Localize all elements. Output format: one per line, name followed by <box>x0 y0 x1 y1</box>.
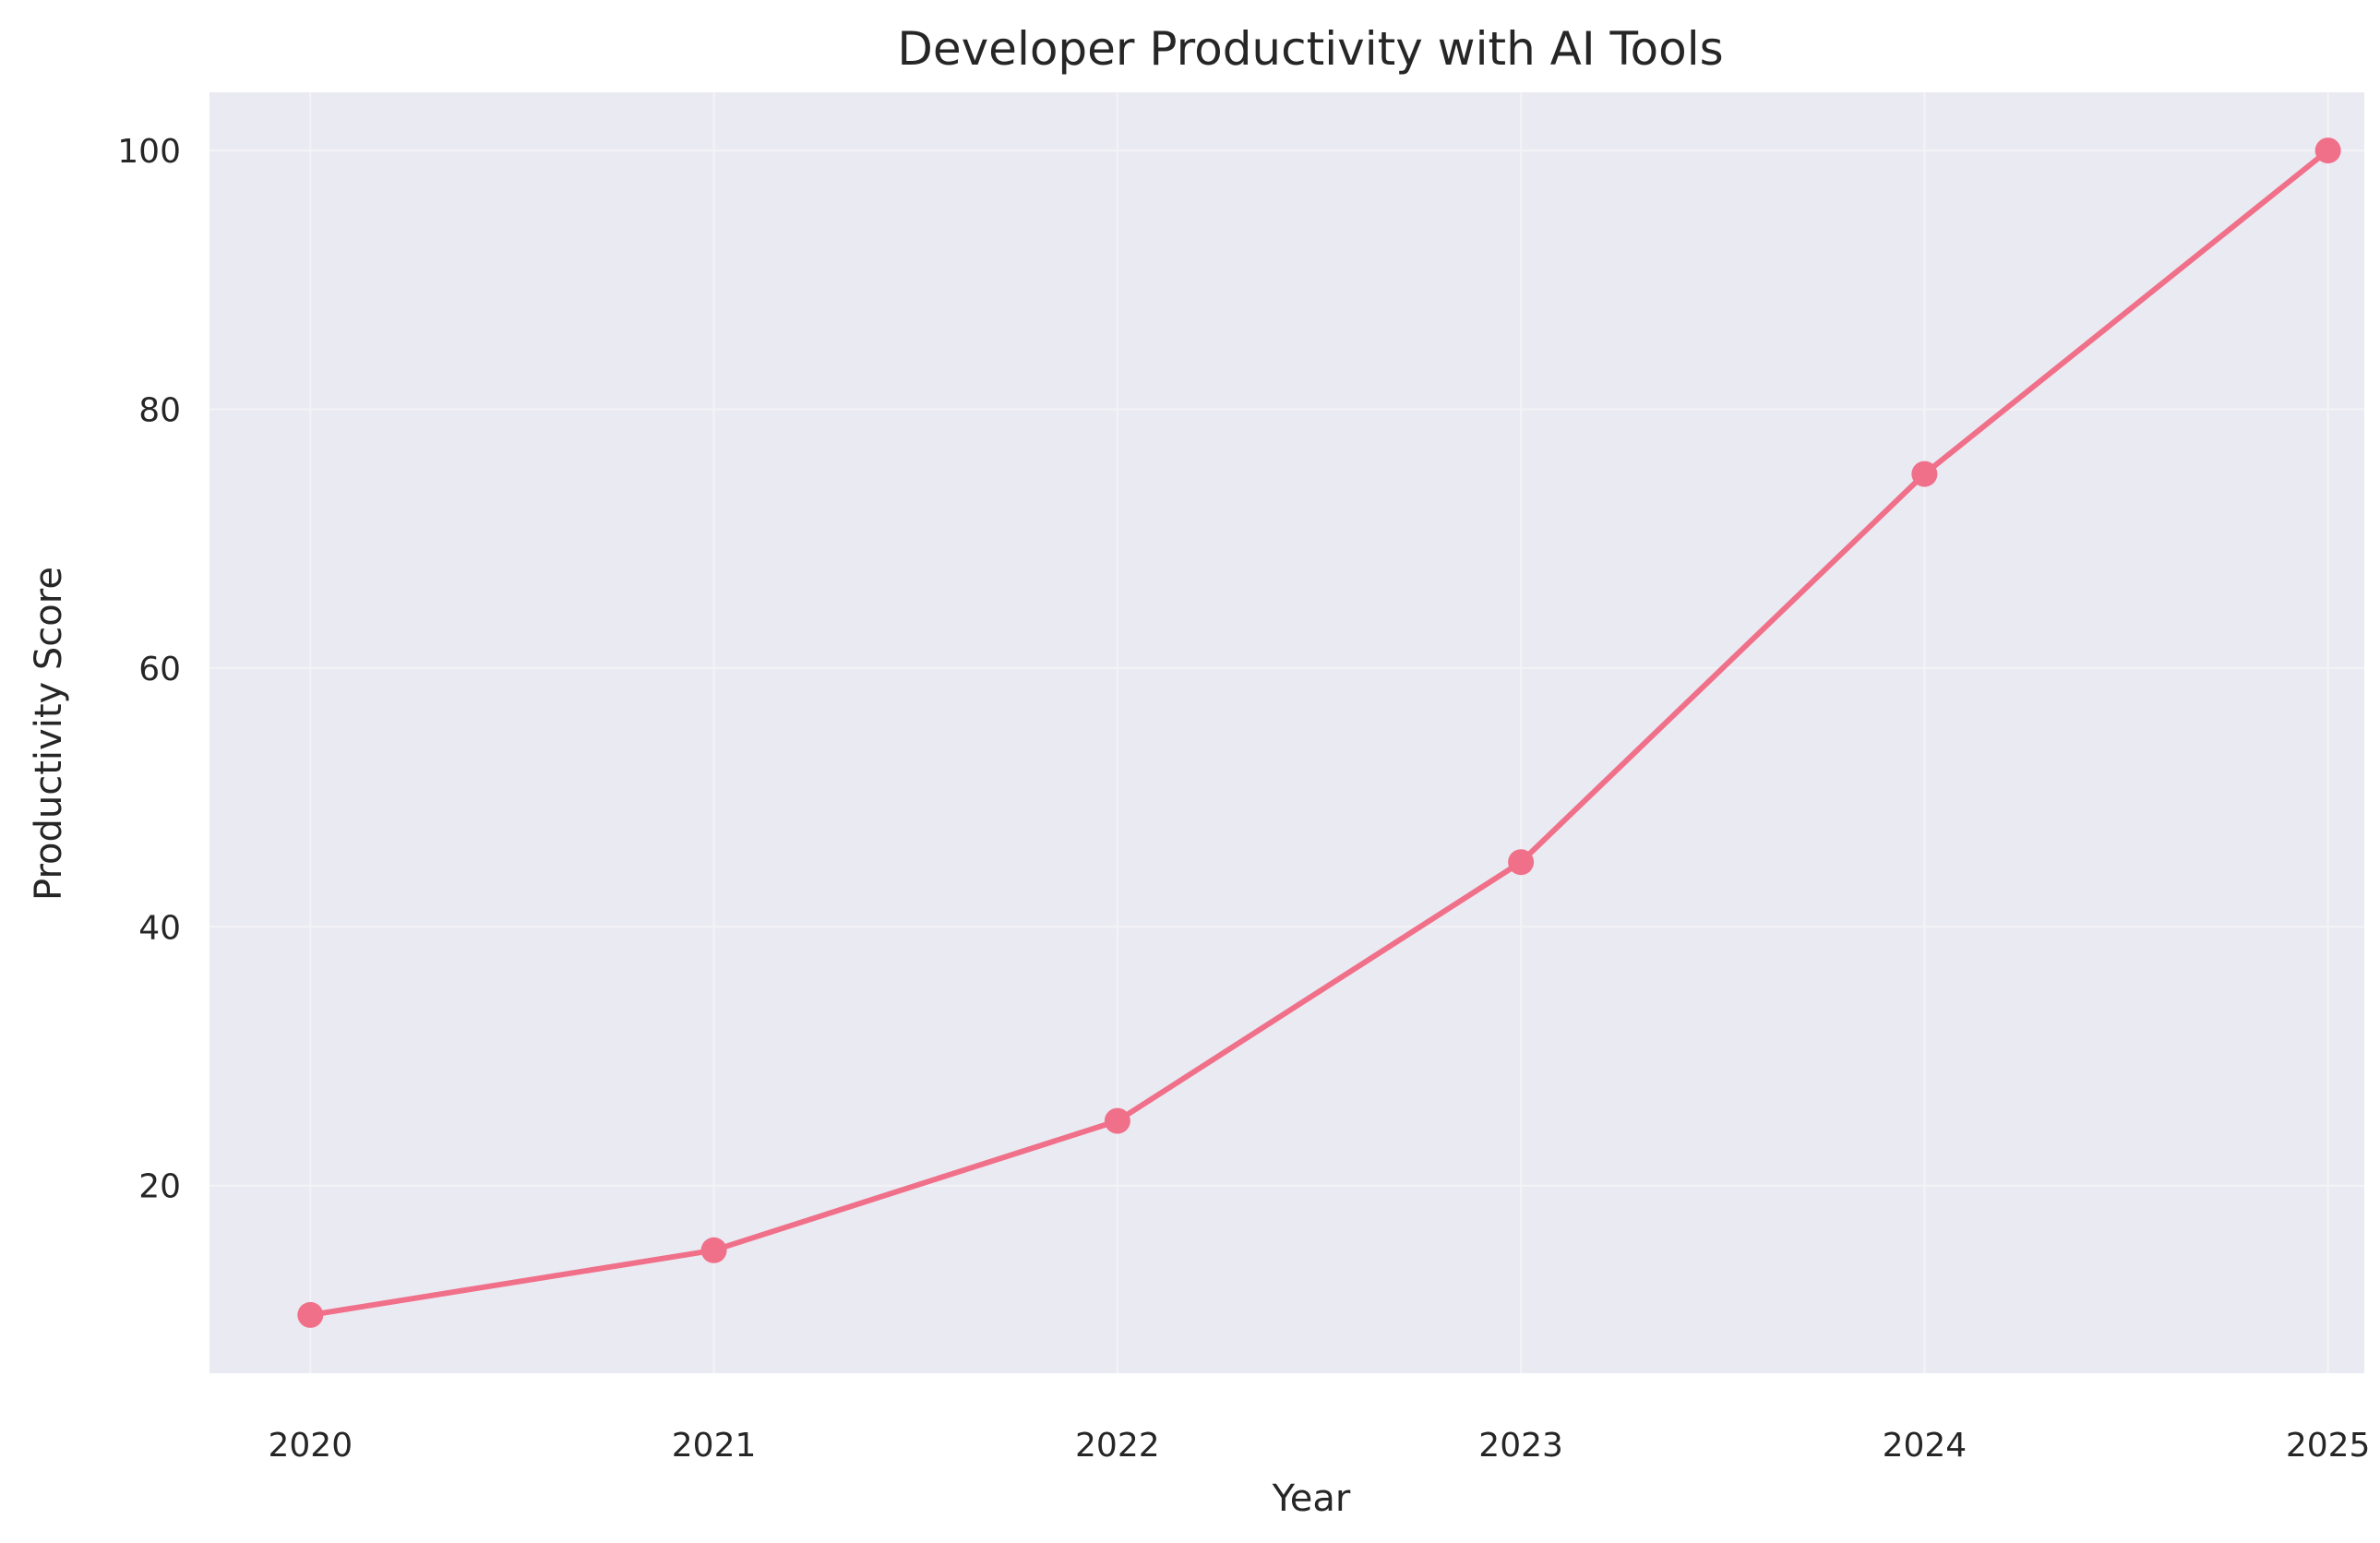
y-tick-label: 100 <box>117 133 181 171</box>
data-point <box>297 1301 324 1328</box>
plot-area <box>209 92 2364 1373</box>
series-line <box>307 148 2331 1318</box>
x-axis-label: Year <box>1272 1477 1351 1520</box>
chart-title: Developer Productivity with AI Tools <box>897 22 1723 76</box>
y-tick-label: 20 <box>138 1168 181 1206</box>
data-point <box>2314 138 2341 164</box>
data-point <box>1911 461 1938 487</box>
data-point <box>700 1237 727 1263</box>
y-tick-label: 80 <box>138 391 181 429</box>
x-tick-label: 2021 <box>672 1427 757 1465</box>
series-layer <box>297 138 2341 1328</box>
y-tick-label: 60 <box>138 651 181 688</box>
y-axis-label: Productivity Score <box>28 567 70 901</box>
x-tick-label: 2025 <box>2286 1427 2371 1465</box>
y-tick-label: 40 <box>138 909 181 947</box>
x-tick-label: 2024 <box>1883 1427 1967 1465</box>
data-point <box>1104 1107 1130 1134</box>
x-tick-label: 2020 <box>269 1427 353 1465</box>
x-tick-label: 2023 <box>1478 1427 1563 1465</box>
x-tick-label: 2022 <box>1075 1427 1160 1465</box>
data-point <box>1508 849 1535 876</box>
tick-labels: 2020 2021 2022 2023 2024 2025 20 40 60 80 100 <box>117 133 2370 1465</box>
